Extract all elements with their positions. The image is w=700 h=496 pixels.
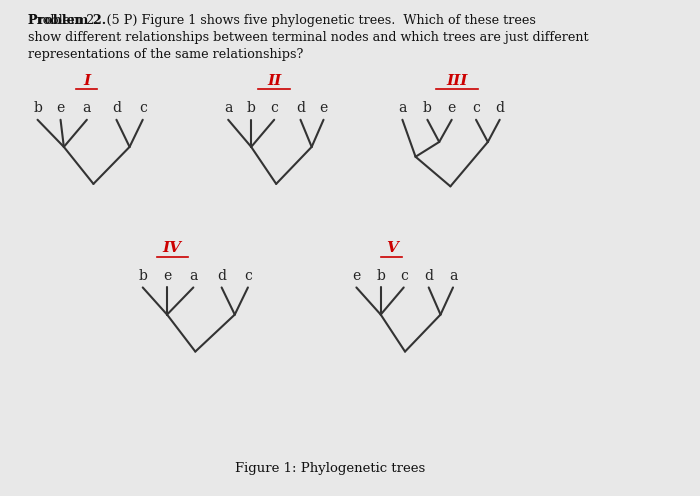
Text: d: d <box>495 101 504 115</box>
Text: b: b <box>377 268 385 283</box>
Text: e: e <box>57 101 64 115</box>
Text: V: V <box>386 242 398 255</box>
Text: c: c <box>270 101 278 115</box>
Text: d: d <box>217 268 226 283</box>
Text: a: a <box>83 101 91 115</box>
Text: e: e <box>163 268 172 283</box>
Text: Problem 2.  (5 P) Figure 1 shows five phylogenetic trees.  Which of these trees: Problem 2. (5 P) Figure 1 shows five phy… <box>28 14 536 27</box>
Text: c: c <box>244 268 252 283</box>
Text: a: a <box>189 268 197 283</box>
Text: e: e <box>319 101 328 115</box>
Text: c: c <box>139 101 147 115</box>
Text: e: e <box>352 268 361 283</box>
Text: c: c <box>400 268 407 283</box>
Text: b: b <box>139 268 147 283</box>
Text: III: III <box>447 74 468 88</box>
Text: b: b <box>423 101 432 115</box>
Text: Problem 2.: Problem 2. <box>28 14 106 27</box>
Text: representations of the same relationships?: representations of the same relationship… <box>28 48 303 61</box>
Text: a: a <box>398 101 407 115</box>
Text: e: e <box>447 101 456 115</box>
Text: b: b <box>247 101 256 115</box>
Text: IV: IV <box>163 242 182 255</box>
Text: II: II <box>267 74 281 88</box>
Text: c: c <box>472 101 480 115</box>
Text: I: I <box>83 74 90 88</box>
Text: d: d <box>112 101 121 115</box>
Text: b: b <box>33 101 42 115</box>
Text: d: d <box>424 268 433 283</box>
Text: a: a <box>449 268 457 283</box>
Text: d: d <box>296 101 305 115</box>
Text: Figure 1: Phylogenetic trees: Figure 1: Phylogenetic trees <box>235 462 425 475</box>
Text: show different relationships between terminal nodes and which trees are just dif: show different relationships between ter… <box>28 31 588 44</box>
Text: a: a <box>224 101 232 115</box>
